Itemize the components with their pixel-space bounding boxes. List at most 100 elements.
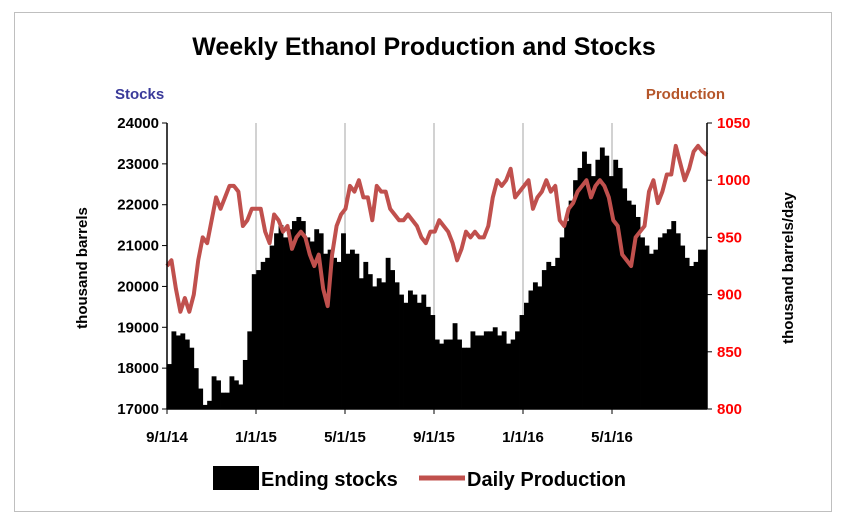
stocks-bar [483,331,489,409]
legend-label-daily-production: Daily Production [467,469,626,491]
stocks-bar [171,331,177,409]
stocks-bar [367,274,373,409]
stocks-bar [376,278,382,409]
stocks-bar [332,257,337,409]
stocks-bar [506,343,512,409]
stocks-bar [372,286,378,409]
stocks-bar [184,339,190,409]
stocks-bar [604,155,610,409]
stocks-bar [541,270,547,409]
stocks-bar [501,331,507,409]
stocks-bar [519,315,525,409]
stocks-corner-label: Stocks [115,86,164,103]
stocks-bar [488,331,494,409]
left-tick-label: 21000 [117,238,159,255]
stocks-bar [202,404,208,409]
stocks-bars [167,147,708,409]
x-axis-ticks: 9/1/14 1/1/15 5/1/15 9/1/15 1/1/16 5/1/16 [146,409,633,446]
stocks-bar [381,282,387,409]
stocks-bar [220,392,226,409]
stocks-bar [550,266,556,409]
stocks-bar [434,339,440,409]
stocks-bar [653,249,659,409]
stocks-bar [457,339,462,409]
stocks-bar [216,380,221,409]
left-tick-label: 23000 [117,156,159,173]
stocks-bar [198,388,204,409]
stocks-bar [407,290,413,409]
stocks-bar [189,347,195,409]
right-tick-label: 1050 [717,115,750,132]
stocks-bar [577,167,583,409]
stocks-bar [394,282,400,409]
stocks-bar [546,261,552,409]
production-line-group [165,143,709,314]
stocks-bar [524,302,529,409]
right-axis-label: thousand barrels/day [780,191,797,343]
stocks-bar [671,221,677,409]
stocks-bar [644,245,650,409]
stocks-bar [390,270,395,409]
right-tick-label: 900 [717,287,742,304]
x-tick-label: 5/1/16 [591,429,633,446]
legend-label-ending-stocks: Ending stocks [261,469,398,491]
stocks-bar [412,294,418,409]
stocks-bar [260,261,266,409]
stocks-bar [238,384,244,409]
stocks-bar [657,237,663,409]
stocks-bar [323,253,329,409]
stocks-bar [354,253,360,409]
left-axis-ticks: 17000 18000 19000 20000 21000 22000 23000 24000 [117,115,167,418]
x-tick-label: 5/1/15 [324,429,366,446]
stocks-bar [515,331,520,409]
stocks-bar [693,261,699,409]
stocks-bar [336,261,342,409]
right-tick-label: 950 [717,229,742,246]
stocks-bar [193,368,199,409]
stocks-bar [479,335,485,409]
stocks-bar [568,200,574,409]
stocks-bar [167,364,172,409]
stocks-bar [265,257,271,409]
stocks-bar [626,200,632,409]
stocks-bar [207,400,213,409]
stocks-bar [466,347,471,409]
stocks-bar [278,225,284,409]
stocks-bar [648,253,654,409]
stocks-bar [532,282,538,409]
stocks-bar [702,249,708,409]
stocks-bar [318,233,324,409]
stocks-bar [300,221,306,409]
stocks-bar [537,286,543,409]
stocks-bar [296,216,302,409]
stocks-bar [684,257,690,409]
stocks-bar [305,237,311,409]
stocks-bar [599,147,605,409]
x-tick-label: 9/1/15 [413,429,455,446]
stocks-bar [421,294,427,409]
stocks-bar [497,335,503,409]
stocks-bar [470,331,476,409]
stocks-bar [363,261,369,409]
stocks-bar [528,290,534,409]
stocks-bar [349,249,355,409]
stocks-bar [309,241,315,409]
stocks-bar [256,270,262,409]
stocks-bar [403,302,409,409]
stocks-bar [399,294,404,409]
stocks-bar [689,266,695,409]
x-tick-label: 1/1/15 [235,429,277,446]
stocks-bar [345,253,351,409]
stocks-bar [617,167,623,409]
stocks-bar [675,233,681,409]
production-corner-label: Production [646,86,725,103]
stocks-bar [180,333,186,409]
left-tick-label: 22000 [117,197,159,214]
stocks-bar [698,249,703,409]
stocks-bar [430,315,436,409]
stocks-bar [662,233,668,409]
stocks-bar [229,376,235,409]
stocks-bar [613,159,619,409]
stocks-bar [474,335,480,409]
stocks-bar [635,216,641,409]
